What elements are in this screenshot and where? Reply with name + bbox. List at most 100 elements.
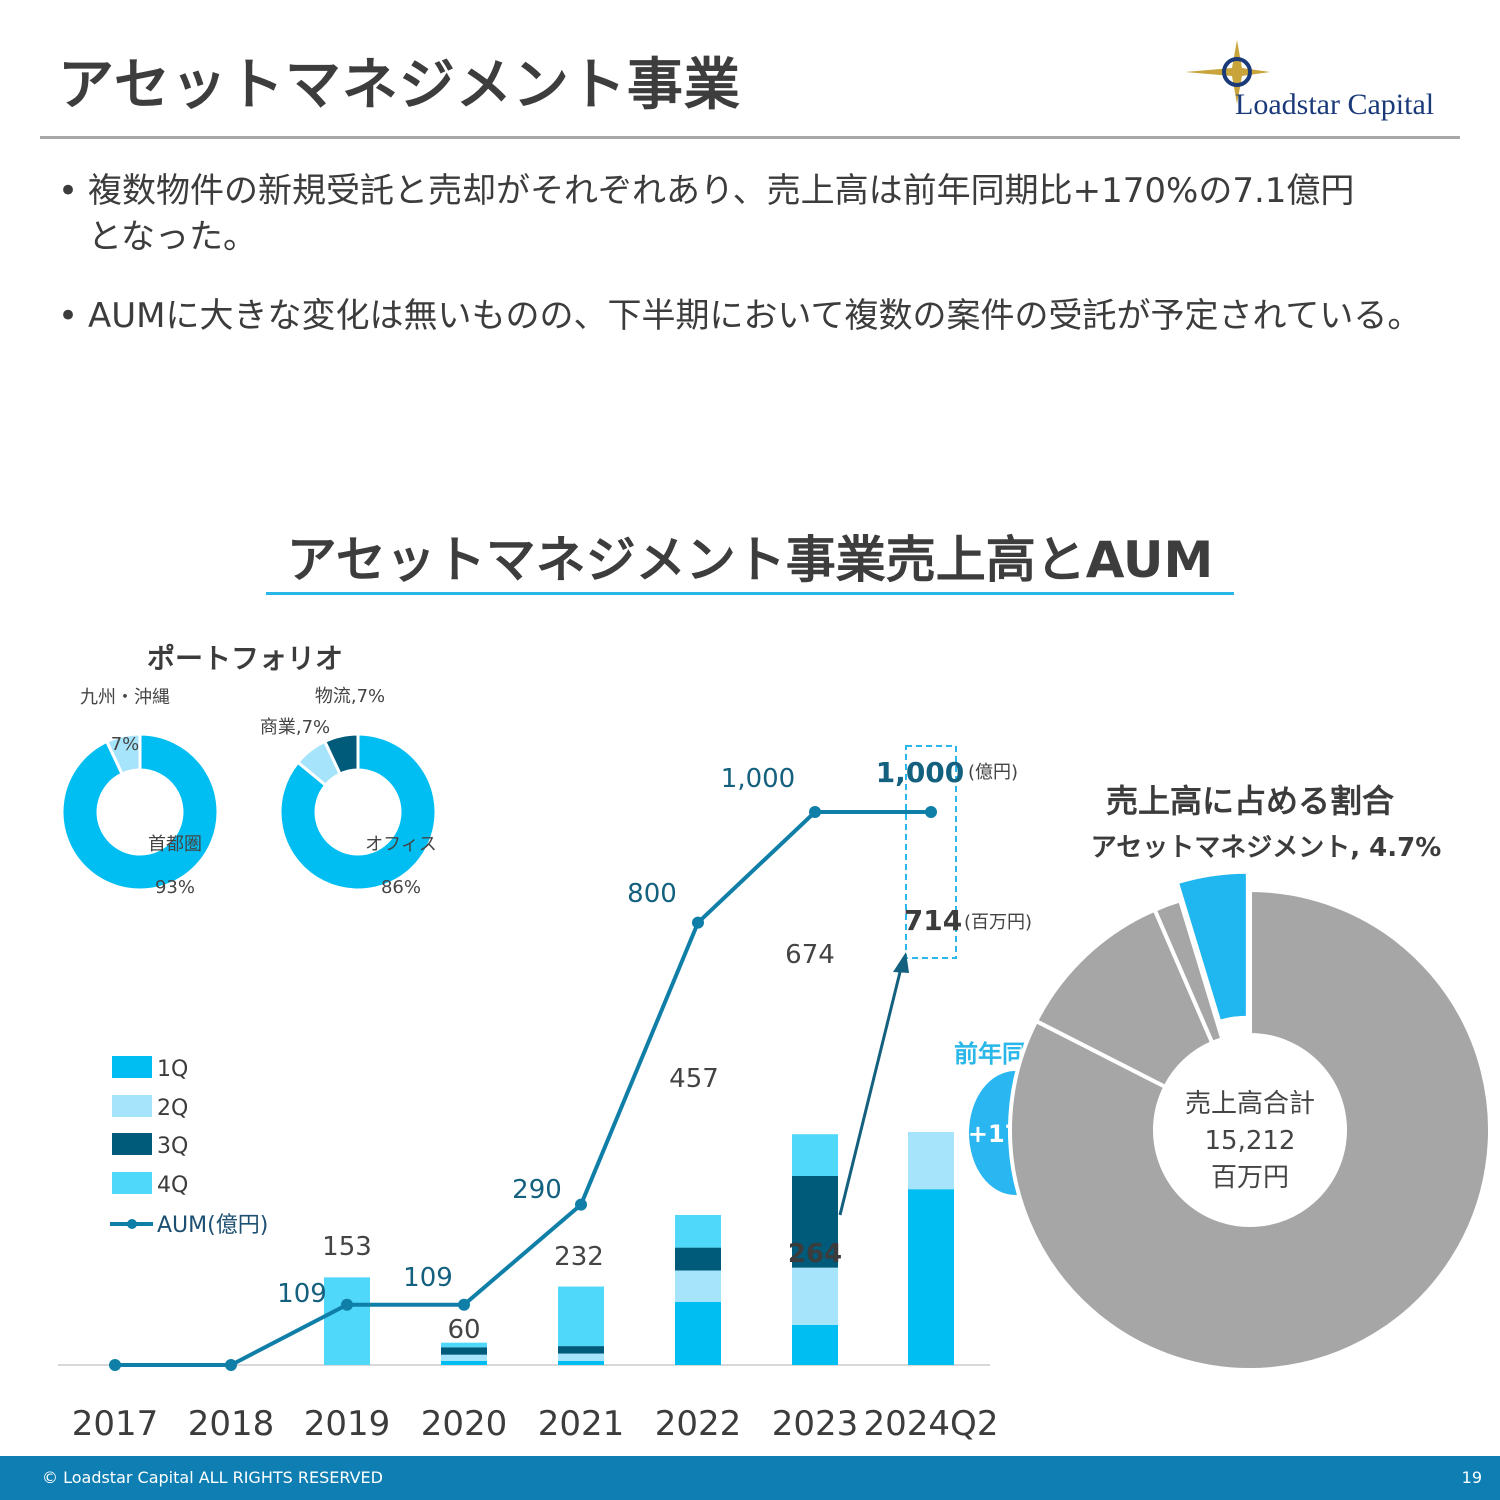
x-tick-2024Q2: 2024Q2 xyxy=(864,1404,999,1444)
bar-2023-1Q xyxy=(792,1324,838,1365)
type-pct-0: 86% xyxy=(381,877,421,898)
region-label-1: 九州・沖縄 xyxy=(80,687,170,708)
bar-2022-1Q xyxy=(675,1302,721,1365)
legend-label-3Q: 3Q xyxy=(157,1134,188,1159)
type-label-2: 物流,7% xyxy=(315,686,385,707)
aum-unit-label: (億円) xyxy=(968,762,1018,783)
footer-bar: © Loadstar Capital ALL RIGHTS RESERVED 1… xyxy=(0,1456,1500,1500)
type-donut-slice-0 xyxy=(278,732,438,892)
company-logo: Loadstar Capital xyxy=(1175,30,1475,130)
aum-point-2024Q2 xyxy=(925,806,937,818)
bullet-2-line1: AUMに大きな変化は無いものの、下半期において複数の案件の受託が予定されている。 xyxy=(88,296,1422,336)
aum-point-2018 xyxy=(225,1359,237,1371)
bar-2024Q2-1Q xyxy=(908,1189,954,1365)
aum-point-2017 xyxy=(109,1359,121,1371)
bar-2021-1Q xyxy=(558,1360,604,1365)
type-label-0: オフィス xyxy=(365,834,437,855)
type-label-1: 商業,7% xyxy=(260,717,330,738)
star-emblem-icon xyxy=(1185,40,1270,104)
region-pct-1: 7% xyxy=(111,734,140,755)
title-divider xyxy=(40,136,1460,139)
aum-line xyxy=(115,810,931,1367)
bullet-1: • 複数物件の新規受託と売却がそれぞれあり、売上高は前年同期比+170%の7.1億… xyxy=(58,168,1354,260)
x-tick-2020: 2020 xyxy=(421,1404,508,1444)
bar-2023-3Q xyxy=(792,1176,838,1268)
bar-2020-1Q xyxy=(441,1360,487,1365)
bar-total-label-2023: 674 xyxy=(785,940,835,970)
logo-text: Loadstar Capital xyxy=(1235,88,1435,121)
bullet-1-line1: 複数物件の新規受託と売却がそれぞれあり、売上高は前年同期比+170%の7.1億円 xyxy=(88,171,1355,211)
aum-label-2023: 1,000 xyxy=(721,764,795,794)
section-divider xyxy=(266,592,1234,595)
aum-point-2019 xyxy=(341,1298,353,1311)
bar-2021-2Q xyxy=(558,1353,604,1361)
legend-swatch-4Q xyxy=(112,1172,152,1194)
bar-total-label-2020: 60 xyxy=(447,1315,480,1345)
page-number: 19 xyxy=(1461,1468,1482,1487)
region-donut-slice-0 xyxy=(60,732,220,892)
region-label-0: 首都圏 xyxy=(148,834,202,855)
bar-2021-4Q xyxy=(558,1286,604,1347)
bar-total-label-2021: 232 xyxy=(554,1242,604,1272)
bar-2020-2Q xyxy=(441,1354,487,1361)
type-donut-slice-2 xyxy=(322,732,360,776)
aum-label-2020: 109 xyxy=(403,1263,453,1293)
x-tick-2021: 2021 xyxy=(538,1404,625,1444)
aum-label-2022: 800 xyxy=(627,879,677,909)
revenue-slice-2 xyxy=(1152,897,1225,1046)
bar-2021-3Q xyxy=(558,1346,604,1354)
bar-total-label-2019: 153 xyxy=(322,1232,372,1262)
revenue-share-title: 売上高に占める割合 xyxy=(1106,782,1394,820)
legend-label-aum: AUM(億円) xyxy=(157,1213,268,1238)
aum-point-2023 xyxy=(809,806,821,818)
growth-arrow-head xyxy=(893,952,909,973)
x-tick-2018: 2018 xyxy=(188,1404,275,1444)
bar-2020-4Q xyxy=(441,1342,487,1348)
prev-period-value: 264 xyxy=(788,1239,842,1269)
x-tick-2023: 2023 xyxy=(772,1404,859,1444)
revenue-center-line-0: 売上高合計 xyxy=(1185,1089,1315,1119)
bar-2022-3Q xyxy=(675,1247,721,1271)
revenue-slice-asset-management xyxy=(1175,870,1249,1024)
bar-2023-4Q xyxy=(792,1134,838,1177)
aum-label-2021: 290 xyxy=(512,1175,562,1205)
bar-2020-3Q xyxy=(441,1347,487,1355)
revenue-share-highlight-label: アセットマネジメント, 4.7% xyxy=(1091,833,1442,863)
bullet-1-line2: となった。 xyxy=(88,217,257,257)
aum-point-2020 xyxy=(458,1298,470,1311)
revenue-center-line-1: 15,212 xyxy=(1205,1126,1296,1156)
legend-swatch-1Q xyxy=(112,1056,152,1078)
highlight-dashed-box xyxy=(905,745,957,959)
bar-2019-4Q xyxy=(324,1277,370,1365)
aum-label-2019: 109 xyxy=(277,1279,327,1309)
region-pct-0: 93% xyxy=(155,877,195,898)
revenue-center-line-2: 百万円 xyxy=(1211,1163,1289,1193)
legend-label-4Q: 4Q xyxy=(157,1173,188,1198)
legend-swatch-2Q xyxy=(112,1095,152,1117)
current-period-value: 714 xyxy=(904,904,962,937)
bar-2022-2Q xyxy=(675,1270,721,1303)
legend-label-2Q: 2Q xyxy=(157,1096,188,1121)
copyright-text: © Loadstar Capital ALL RIGHTS RESERVED xyxy=(42,1468,383,1487)
revenue-slice-0 xyxy=(1008,887,1492,1372)
bar-total-label-2022: 457 xyxy=(669,1064,719,1094)
legend-marker-aum xyxy=(127,1219,137,1229)
aum-point-2022 xyxy=(692,916,704,929)
growth-arrow-line xyxy=(838,963,904,1216)
legend-label-1Q: 1Q xyxy=(157,1057,188,1082)
bar-2024Q2-2Q xyxy=(908,1131,954,1190)
bar-2022-4Q xyxy=(675,1214,721,1248)
aum-point-2021 xyxy=(575,1198,587,1211)
legend-swatch-3Q xyxy=(112,1133,152,1155)
section-title: アセットマネジメント事業売上高とAUM xyxy=(286,531,1214,589)
bar-2023-2Q xyxy=(792,1267,838,1325)
x-tick-2017: 2017 xyxy=(72,1404,159,1444)
x-tick-2022: 2022 xyxy=(655,1404,742,1444)
current-period-unit: (百万円) xyxy=(964,912,1032,933)
bullet-2: • AUMに大きな変化は無いものの、下半期において複数の案件の受託が予定されている… xyxy=(58,296,1422,336)
aum-label-2024Q2: 1,000 xyxy=(876,756,965,789)
portfolio-title: ポートフォリオ xyxy=(147,642,343,675)
x-tick-2019: 2019 xyxy=(304,1404,391,1444)
region-donut-slice-1 xyxy=(104,732,142,776)
